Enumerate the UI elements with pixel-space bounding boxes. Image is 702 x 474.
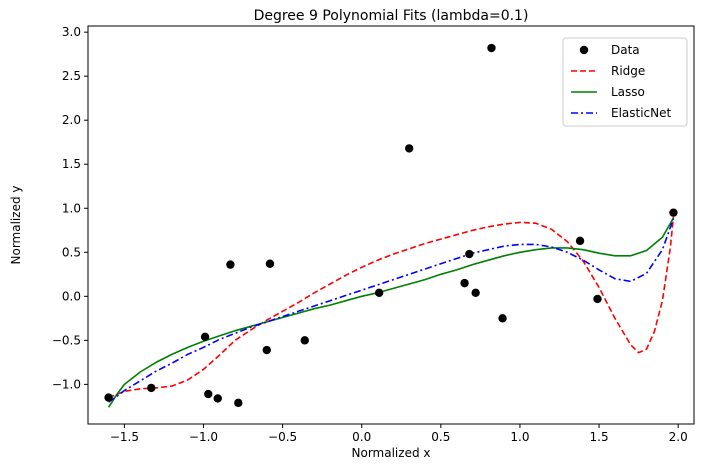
data-point	[460, 278, 469, 288]
x-tick-label: −0.5	[268, 430, 297, 444]
data-point	[374, 288, 384, 298]
data-point	[575, 236, 585, 246]
legend-label-ridge: Ridge	[611, 64, 645, 78]
y-tick-label: 1.5	[62, 157, 81, 171]
legend: Data Ridge Lasso ElasticNet	[562, 37, 688, 127]
y-tick-label: 2.0	[62, 113, 81, 127]
y-tick-label: −0.5	[52, 333, 81, 347]
data-point	[471, 288, 480, 298]
data-point	[204, 389, 213, 399]
y-tick-label: 3.0	[62, 25, 81, 39]
data-point	[147, 383, 156, 393]
x-tick-label: 1.5	[590, 430, 609, 444]
data-point	[593, 294, 602, 304]
elasticnet-line	[108, 218, 675, 403]
data-point	[465, 249, 474, 259]
marker-layer	[104, 43, 678, 408]
data-point	[669, 208, 678, 217]
legend-label-data: Data	[611, 43, 640, 57]
chart-title: Degree 9 Polynomial Fits (lambda=0.1)	[254, 8, 529, 24]
x-axis-label: Normalized x	[352, 446, 431, 460]
y-tick-label: −1.0	[52, 377, 81, 391]
ridge-line	[108, 217, 675, 399]
data-point	[262, 345, 271, 355]
lasso-line	[107, 217, 675, 408]
data-point	[104, 393, 113, 402]
legend-box	[562, 37, 688, 127]
plot-frame	[87, 25, 695, 425]
data-point	[234, 398, 243, 408]
y-tick-label: 0.5	[62, 245, 81, 259]
legend-swatch-data	[579, 45, 589, 55]
data-layer	[107, 217, 675, 408]
data-point	[265, 259, 275, 268]
x-tick-label: 2.0	[669, 430, 688, 444]
x-tick-label: −1.0	[189, 430, 218, 444]
y-tick-label: 2.5	[62, 69, 81, 83]
x-tick-label: 0.5	[431, 430, 450, 444]
x-tick-label: −1.5	[110, 430, 139, 444]
data-point	[226, 260, 235, 269]
data-point	[404, 144, 414, 153]
y-axis-label: Normalized y	[9, 186, 23, 265]
y-tick-label: 0.0	[62, 289, 81, 303]
legend-label-lasso: Lasso	[611, 85, 645, 99]
x-axis: −1.5 −1.0 −0.5 0.0 0.5 1.0 1.5 2.0	[110, 424, 688, 444]
data-point	[213, 394, 222, 403]
data-point	[200, 332, 210, 342]
data-point	[487, 43, 496, 53]
y-axis: −1.0 −0.5 0.0 0.5 1.0 1.5 2.0 2.5 3.0	[52, 25, 88, 391]
data-point	[498, 314, 507, 323]
x-tick-label: 0.0	[352, 430, 371, 444]
x-tick-label: 1.0	[510, 430, 529, 444]
legend-label-elasticnet: ElasticNet	[611, 106, 672, 120]
y-tick-label: 1.0	[62, 201, 81, 215]
data-point	[300, 336, 309, 345]
